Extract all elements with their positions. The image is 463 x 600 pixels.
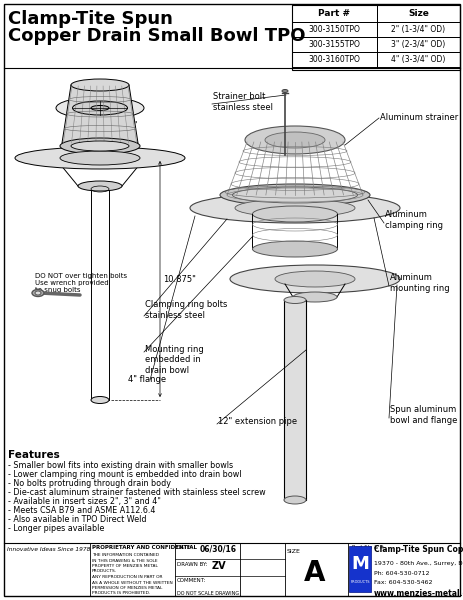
Text: Part #: Part # (318, 9, 350, 18)
Ellipse shape (15, 147, 185, 169)
Ellipse shape (230, 265, 399, 293)
Text: 300-3155TPO: 300-3155TPO (308, 40, 360, 49)
Text: Ph: 604-530-0712: Ph: 604-530-0712 (373, 571, 429, 576)
Text: - Also available in TPO Direct Weld: - Also available in TPO Direct Weld (8, 515, 146, 524)
Text: PERMISSION OF MENZIES METAL: PERMISSION OF MENZIES METAL (92, 586, 162, 590)
Text: PRODUCTS IS PROHIBITED.: PRODUCTS IS PROHIBITED. (92, 592, 150, 595)
Ellipse shape (264, 132, 324, 148)
Ellipse shape (275, 271, 354, 287)
Text: Aluminum
clamping ring: Aluminum clamping ring (384, 210, 442, 230)
Text: Features: Features (8, 450, 60, 460)
Text: DRAWN BY:: DRAWN BY: (176, 562, 207, 567)
Bar (283, 300, 305, 500)
Text: 06/30/16: 06/30/16 (200, 545, 237, 554)
Ellipse shape (71, 141, 129, 151)
Bar (291, 5, 376, 22)
Text: ZV: ZV (212, 561, 226, 571)
Text: M: M (350, 555, 368, 573)
Ellipse shape (252, 241, 337, 257)
Ellipse shape (60, 138, 140, 154)
Text: 300-3150TPO: 300-3150TPO (308, 25, 360, 34)
Text: DO NOT over tighten bolts
Use wrench provided
to snug bolts: DO NOT over tighten bolts Use wrench pro… (35, 273, 127, 293)
Ellipse shape (283, 496, 305, 504)
Text: 1.36": 1.36" (115, 121, 137, 130)
Text: COMMENT:: COMMENT: (176, 578, 206, 583)
Text: PRODUCTS: PRODUCTS (350, 580, 369, 584)
Ellipse shape (292, 292, 336, 302)
Text: - No bolts protruding through drain body: - No bolts protruding through drain body (8, 479, 171, 488)
Bar (291, 37, 376, 52)
Text: 300-3160TPO: 300-3160TPO (308, 55, 360, 64)
Text: - Longer pipes available: - Longer pipes available (8, 524, 104, 533)
Ellipse shape (244, 126, 344, 154)
Text: Size: Size (407, 9, 428, 18)
Ellipse shape (78, 181, 122, 191)
Ellipse shape (32, 289, 44, 296)
Ellipse shape (91, 397, 109, 403)
Text: www.menzies-metal.com: www.menzies-metal.com (373, 589, 463, 598)
Text: - Die-cast aluminum strainer fastened with stainless steel screw: - Die-cast aluminum strainer fastened wi… (8, 488, 265, 497)
Text: 4" flange: 4" flange (128, 376, 166, 385)
Ellipse shape (219, 184, 369, 206)
Text: PRODUCTS.: PRODUCTS. (92, 569, 117, 574)
Ellipse shape (35, 291, 41, 295)
Text: ANY REPRODUCTION IN PART OR: ANY REPRODUCTION IN PART OR (92, 575, 162, 579)
Text: 10.875": 10.875" (163, 275, 195, 283)
Text: IN THIS DRAWING & THE SOLE: IN THIS DRAWING & THE SOLE (92, 559, 157, 563)
Ellipse shape (71, 79, 129, 91)
Text: Part file & #: Part file & # (351, 545, 383, 550)
Ellipse shape (232, 187, 357, 203)
Text: Mounting ring
embedded in
drain bowl: Mounting ring embedded in drain bowl (144, 345, 203, 375)
Bar (376, 52, 459, 67)
Text: A: A (304, 559, 325, 587)
Text: - Available in insert sizes 2", 3" and 4": - Available in insert sizes 2", 3" and 4… (8, 497, 161, 506)
Text: Innovative Ideas Since 1978: Innovative Ideas Since 1978 (7, 547, 90, 552)
Bar (376, 37, 459, 52)
Text: THE INFORMATION CONTAINED: THE INFORMATION CONTAINED (92, 553, 159, 557)
Text: Clamp-Tite Spun: Clamp-Tite Spun (8, 10, 173, 28)
Ellipse shape (72, 101, 127, 115)
Ellipse shape (283, 296, 305, 304)
Text: Strainer bolt
stainless steel: Strainer bolt stainless steel (213, 92, 272, 112)
Bar (291, 52, 376, 67)
Polygon shape (62, 85, 138, 143)
Ellipse shape (91, 106, 109, 110)
Text: PROPRIETARY AND CONFIDENTIAL: PROPRIETARY AND CONFIDENTIAL (92, 545, 197, 550)
Text: - Lower clamping ring mount is embedded into drain bowl: - Lower clamping ring mount is embedded … (8, 470, 241, 479)
Text: - Meets CSA B79 and ASME A112.6.4: - Meets CSA B79 and ASME A112.6.4 (8, 506, 155, 515)
Text: Spun aluminum
bowl and flange: Spun aluminum bowl and flange (389, 406, 457, 425)
Text: Clamping ring bolts
stainless steel: Clamping ring bolts stainless steel (144, 300, 227, 320)
Bar (291, 5, 459, 70)
Ellipse shape (56, 97, 144, 119)
Bar (376, 22, 459, 37)
Ellipse shape (234, 199, 354, 217)
Text: 3" (2-3/4" OD): 3" (2-3/4" OD) (390, 40, 444, 49)
Text: - Smaller bowl fits into existing drain with smaller bowls: - Smaller bowl fits into existing drain … (8, 461, 232, 470)
Text: AS A WHOLE WITHOUT THE WRITTEN: AS A WHOLE WITHOUT THE WRITTEN (92, 581, 172, 584)
Ellipse shape (252, 206, 337, 222)
Text: SIZE: SIZE (287, 549, 300, 554)
Text: 12" extension pipe: 12" extension pipe (218, 418, 296, 427)
Text: PROPERTY OF MENZIES METAL: PROPERTY OF MENZIES METAL (92, 564, 157, 568)
Ellipse shape (60, 151, 140, 165)
Bar (348, 546, 370, 592)
Text: DO NOT SCALE DRAWING: DO NOT SCALE DRAWING (176, 591, 238, 596)
Ellipse shape (189, 193, 399, 223)
Text: Clamp-Tite Spun Copper Drain Small Bowl TPO: Clamp-Tite Spun Copper Drain Small Bowl … (373, 545, 463, 554)
Text: Copper Drain Small Bowl TPO: Copper Drain Small Bowl TPO (8, 27, 305, 45)
Bar (291, 22, 376, 37)
Text: DATE:: DATE: (176, 545, 193, 550)
Text: 19370 - 80th Ave., Surrey, BC  V3S 3M2: 19370 - 80th Ave., Surrey, BC V3S 3M2 (373, 561, 463, 566)
Text: Aluminum
mounting ring: Aluminum mounting ring (389, 274, 449, 293)
Bar (376, 5, 459, 22)
Text: Aluminum strainer: Aluminum strainer (379, 113, 457, 122)
Text: 4" (3-3/4" OD): 4" (3-3/4" OD) (390, 55, 445, 64)
Ellipse shape (282, 89, 288, 92)
Text: Fax: 604-530-5462: Fax: 604-530-5462 (373, 580, 432, 585)
Text: 2" (1-3/4" OD): 2" (1-3/4" OD) (391, 25, 444, 34)
